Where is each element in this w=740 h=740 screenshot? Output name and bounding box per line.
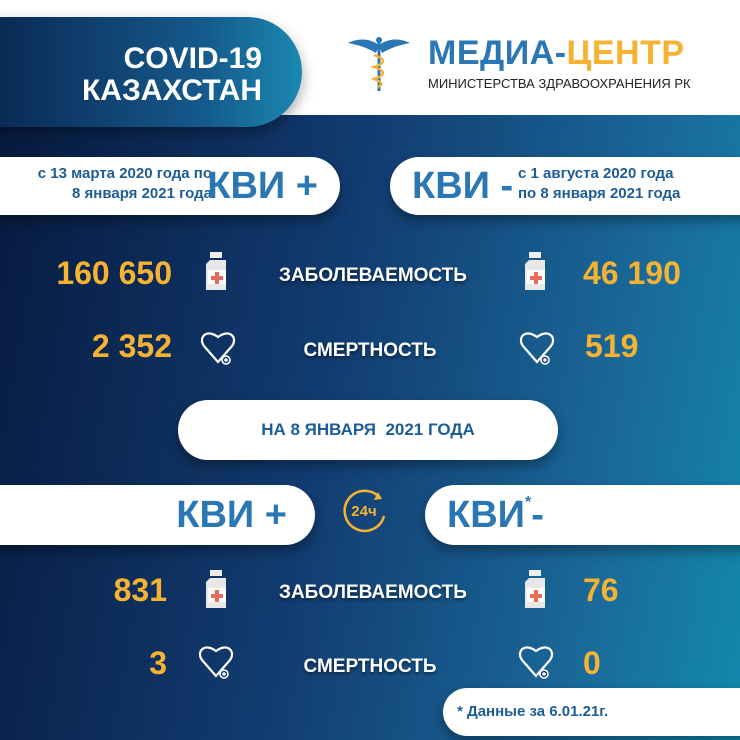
logo-part1: МЕДИА- xyxy=(428,34,567,72)
bottle-icon xyxy=(206,252,226,290)
positive-period: с 13 марта 2020 года по 8 января 2021 го… xyxy=(38,164,212,204)
cumulative-positive-deaths: 2 352 xyxy=(91,328,172,364)
date-banner: НА 8 ЯНВАРЯ 2021 ГОДА xyxy=(178,400,558,460)
period-line1: с 1 августа 2020 года xyxy=(518,165,674,182)
footnote: * Данные за 6.01.21г. xyxy=(443,688,740,736)
period-line2: по 8 января 2021 года xyxy=(518,185,681,202)
minus-sign: - xyxy=(531,494,544,536)
cases-label: ЗАБОЛЕВАЕМОСТЬ xyxy=(279,582,467,603)
heart-icon xyxy=(518,646,554,680)
heart-icon xyxy=(198,646,234,680)
kvi-label: КВИ xyxy=(447,494,525,536)
asterisk: * xyxy=(524,494,532,512)
heart-icon xyxy=(519,332,555,366)
kvi-positive-label: КВИ + xyxy=(207,165,318,207)
24-hours-label: 24ч xyxy=(351,503,376,520)
period-line2: 8 января 2021 года xyxy=(72,185,212,202)
cumulative-positive-cases: 160 650 xyxy=(56,255,172,291)
daily-positive-cases: 831 xyxy=(113,572,167,608)
logo-subtitle: МИНИСТЕРСТВА ЗДРАВООХРАНЕНИЯ РК xyxy=(428,76,691,91)
daily-negative-deaths: 0 xyxy=(583,645,601,681)
daily-positive-deaths: 3 xyxy=(149,645,167,681)
daily-negative-cases: 76 xyxy=(583,572,619,608)
kvi-positive-label: КВИ + xyxy=(176,494,287,536)
bottle-icon xyxy=(206,570,226,608)
caduceus-logo-icon xyxy=(348,37,410,91)
bottle-icon xyxy=(525,570,545,608)
title-line1: COVID-19 xyxy=(123,42,262,75)
cumulative-positive-pill: с 13 марта 2020 года по 8 января 2021 го… xyxy=(0,157,340,215)
kvi-negative-label: КВИ - xyxy=(412,165,514,207)
kvi-negative-label: КВИ*- xyxy=(447,494,544,537)
bottle-icon xyxy=(525,252,545,290)
period-line1: с 13 марта 2020 года по xyxy=(37,165,212,182)
title-pill: COVID-19 КАЗАХСТАН xyxy=(0,17,302,127)
daily-positive-pill: КВИ + xyxy=(0,485,315,545)
logo-text: МЕДИА-ЦЕНТР xyxy=(428,34,685,73)
cases-label: ЗАБОЛЕВАЕМОСТЬ xyxy=(279,265,467,286)
daily-negative-pill: КВИ*- xyxy=(425,485,740,545)
heart-icon xyxy=(200,332,236,366)
deaths-label: СМЕРТНОСТЬ xyxy=(303,340,437,361)
title-line2: КАЗАХСТАН xyxy=(82,74,262,107)
logo-part2: ЦЕНТР xyxy=(566,34,685,72)
24-hours-icon: 24ч xyxy=(343,489,386,533)
cumulative-negative-pill: КВИ - с 1 августа 2020 года по 8 января … xyxy=(390,157,740,215)
cumulative-negative-deaths: 519 xyxy=(585,328,639,364)
negative-period: с 1 августа 2020 года по 8 января 2021 г… xyxy=(518,164,680,204)
cumulative-negative-cases: 46 190 xyxy=(583,255,681,291)
deaths-label: СМЕРТНОСТЬ xyxy=(303,656,437,677)
